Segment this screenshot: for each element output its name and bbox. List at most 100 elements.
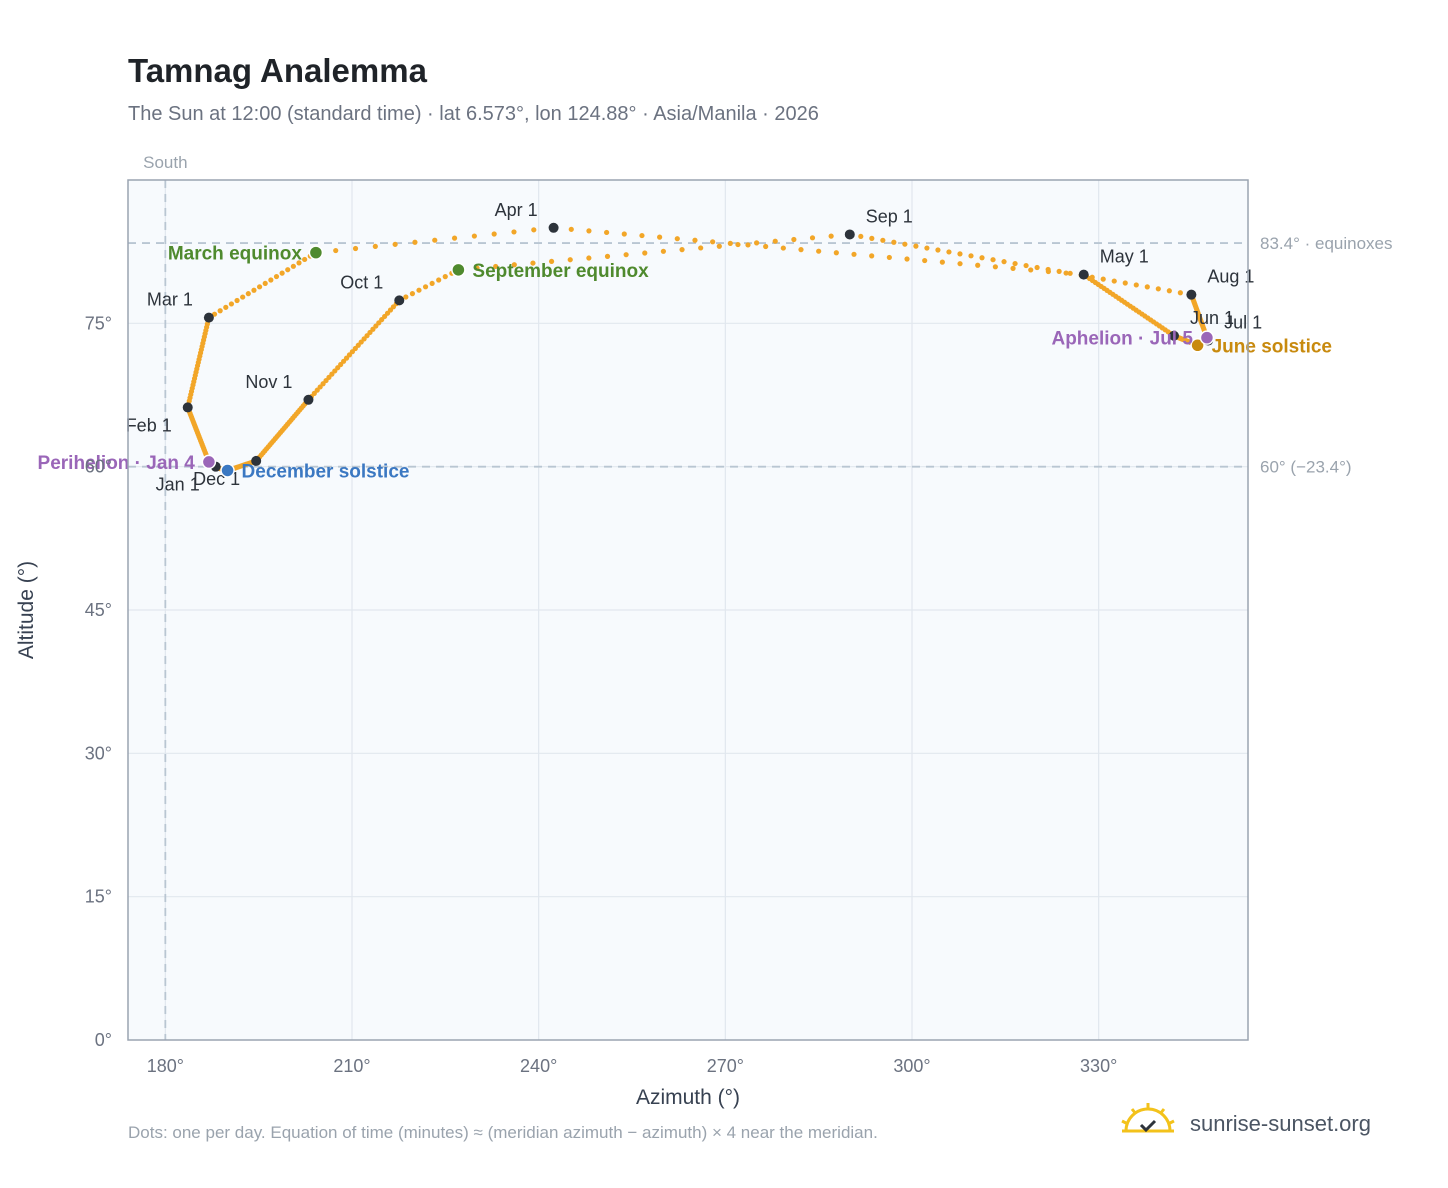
month-marker-label: Jun 1 — [1190, 308, 1234, 328]
y-tick-label: 0° — [95, 1030, 112, 1050]
day-dot — [422, 284, 429, 290]
brand-name: sunrise-sunset.org — [1190, 1111, 1371, 1136]
day-dot — [256, 284, 263, 290]
day-dot — [412, 239, 418, 245]
day-dot — [763, 243, 769, 250]
event-marker — [451, 262, 466, 278]
day-dot — [710, 239, 716, 245]
day-dot — [891, 239, 897, 245]
day-dot — [869, 235, 875, 241]
day-dot — [493, 263, 499, 270]
day-dot — [1034, 264, 1040, 271]
month-marker — [1078, 269, 1089, 280]
day-dot — [268, 277, 274, 283]
event-marker — [1190, 338, 1205, 353]
day-dot — [642, 250, 648, 256]
day-dot — [223, 304, 229, 310]
month-marker — [203, 312, 214, 323]
y-tick-label: 30° — [85, 743, 112, 763]
x-tick-label: 210° — [333, 1056, 370, 1076]
day-dot — [816, 248, 822, 254]
month-marker — [182, 402, 193, 413]
day-dot — [957, 251, 963, 257]
event-label: September equinox — [472, 261, 649, 282]
day-dot — [1177, 290, 1183, 296]
day-dot — [604, 253, 611, 259]
day-dot — [1166, 288, 1172, 294]
brand-logo[interactable]: sunrise-sunset.org — [1118, 1101, 1388, 1147]
day-dot — [698, 245, 704, 251]
day-dot — [869, 253, 875, 259]
day-dot — [567, 257, 573, 263]
day-dot — [279, 270, 285, 276]
day-dot — [798, 247, 804, 253]
month-marker-label: May 1 — [1100, 247, 1149, 267]
event-marker — [1199, 330, 1215, 345]
day-dot — [429, 280, 435, 287]
day-dot — [1067, 270, 1073, 276]
day-dot — [809, 235, 816, 241]
day-dot — [828, 233, 834, 239]
day-dot — [474, 265, 480, 271]
month-marker — [548, 222, 559, 233]
footnote: Dots: one per day. Equation of time (min… — [128, 1123, 878, 1142]
day-dot — [251, 287, 257, 293]
day-dot — [727, 240, 733, 246]
day-dot — [939, 259, 945, 265]
day-dot — [922, 257, 928, 264]
y-tick-label: 15° — [85, 887, 112, 907]
x-tick-label: 330° — [1080, 1056, 1117, 1076]
day-dot — [990, 257, 996, 263]
reference-line-label: 60° (−23.4°) — [1260, 458, 1352, 477]
month-marker-label: Sep 1 — [866, 206, 913, 226]
day-dot — [1144, 284, 1150, 290]
day-dot — [240, 294, 246, 300]
event-marker — [201, 454, 217, 470]
day-dot — [285, 267, 291, 273]
month-marker-label: Nov 1 — [245, 372, 292, 392]
day-dot — [621, 231, 627, 237]
plot-frame — [127, 179, 1249, 1041]
day-dot — [946, 249, 952, 255]
month-marker-label: Mar 1 — [147, 290, 193, 310]
day-dot — [511, 262, 517, 268]
x-tick-label: 300° — [893, 1056, 930, 1076]
event-marker — [308, 245, 324, 260]
day-dot — [780, 245, 786, 251]
day-dot — [679, 247, 685, 253]
day-dot — [604, 229, 610, 236]
day-dot — [1001, 259, 1007, 265]
reference-lines: 83.4° · equinoxes 60° (−23.4°) South — [128, 153, 1393, 1040]
month-marker-label: Jan 1 — [156, 475, 200, 495]
day-dot — [392, 241, 398, 247]
day-dot — [716, 243, 722, 249]
day-dot — [623, 252, 629, 258]
event-marker — [220, 463, 235, 478]
day-dot — [409, 291, 416, 297]
month-marker — [303, 394, 314, 405]
day-dot — [471, 233, 477, 239]
day-dot — [302, 256, 308, 263]
month-marker-label: Jul 1 — [1224, 313, 1262, 333]
day-dot — [442, 274, 448, 280]
day-dot — [451, 235, 458, 241]
day-dot — [511, 229, 517, 235]
axes: 180° 210° 240° 270° 300° 330° 0° 15° 30° 45° 60° 75… — [85, 313, 1118, 1076]
day-dot — [851, 251, 857, 257]
day-dot — [1063, 270, 1069, 276]
month-marker — [1186, 289, 1197, 300]
day-dot — [568, 226, 574, 232]
day-dot — [992, 264, 998, 270]
event-label: Perihelion · Jan 4 — [38, 453, 196, 474]
meridian-label: South — [143, 153, 187, 172]
day-dot — [735, 241, 741, 248]
day-dot — [416, 287, 422, 293]
day-dot — [273, 273, 280, 280]
day-dot — [1155, 286, 1161, 292]
day-dot — [660, 248, 667, 254]
day-dot — [436, 277, 442, 283]
day-dot — [858, 233, 864, 240]
x-tick-label: 240° — [520, 1056, 557, 1076]
day-dot — [1133, 282, 1139, 288]
day-dot — [886, 254, 892, 261]
